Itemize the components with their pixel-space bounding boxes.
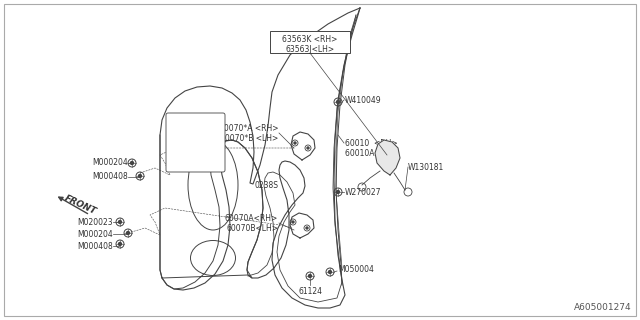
Text: 63563K <RH>: 63563K <RH> [282,35,338,44]
Circle shape [294,142,296,144]
Text: 60070*B <LH>: 60070*B <LH> [220,133,278,142]
Text: A605001274: A605001274 [574,303,632,312]
Text: W130181: W130181 [408,163,444,172]
Text: M000204: M000204 [77,229,113,238]
Text: M050004: M050004 [338,266,374,275]
Text: FRONT: FRONT [63,194,97,216]
Circle shape [328,270,332,274]
Bar [270,31,350,53]
Circle shape [131,162,134,164]
Circle shape [337,100,339,103]
Circle shape [118,243,122,245]
Circle shape [337,190,339,194]
Text: M000408: M000408 [92,172,128,180]
Circle shape [127,231,129,235]
Polygon shape [375,140,400,175]
Text: 60070B<LH>: 60070B<LH> [226,223,278,233]
Circle shape [118,220,122,223]
Circle shape [292,221,294,223]
Circle shape [306,227,308,229]
Text: M000408: M000408 [77,242,113,251]
Text: 60070*A <RH>: 60070*A <RH> [218,124,278,132]
Text: W410049: W410049 [345,95,381,105]
Text: 61124: 61124 [298,287,322,296]
Text: 60010A <LH>: 60010A <LH> [345,148,399,157]
Polygon shape [160,8,360,308]
FancyBboxPatch shape [166,113,225,172]
Text: 63563J<LH>: 63563J<LH> [285,44,335,53]
Text: M020023: M020023 [77,218,113,227]
Text: M000204: M000204 [92,157,128,166]
Circle shape [307,147,309,149]
Text: 0238S: 0238S [254,180,278,189]
Text: W270027: W270027 [345,188,381,196]
Circle shape [308,275,312,277]
Circle shape [138,174,141,178]
Text: 60070A<RH>: 60070A<RH> [225,213,278,222]
Text: 60010  <RH>: 60010 <RH> [345,139,397,148]
